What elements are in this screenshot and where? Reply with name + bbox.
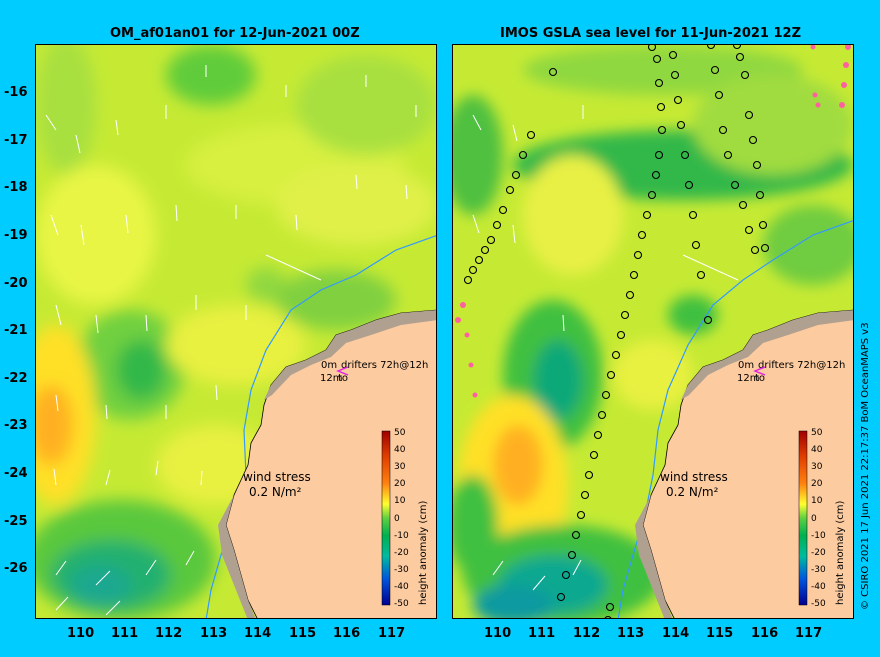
shark-bay-coast bbox=[218, 495, 256, 618]
lon-tick: 117 bbox=[795, 626, 823, 641]
wind-stress-scale: 0.2 N/m² bbox=[666, 485, 719, 499]
right-map-svg: 0m drifters 72h@12h 12m to wind stress 0… bbox=[453, 45, 853, 618]
wind-stress-vectors bbox=[45, 65, 417, 616]
cb-tick: -10 bbox=[811, 531, 826, 541]
lon-tick: 115 bbox=[706, 626, 734, 641]
coast-fringe bbox=[264, 310, 436, 400]
cb-tick: 50 bbox=[811, 428, 823, 438]
wind-stress-label: wind stress bbox=[243, 470, 311, 484]
copyright-credit: © CSIRO 2021 17 Jun 2021 22:17:37 BoM Oc… bbox=[860, 322, 871, 610]
left-map-panel[interactable]: 0m drifters 72h@12h 12m to wind stress 0… bbox=[35, 44, 437, 619]
colorbar-label: height anomaly (cm) bbox=[835, 500, 846, 605]
cb-tick: -20 bbox=[394, 548, 409, 558]
cb-tick: -40 bbox=[811, 582, 826, 592]
drifter-arrow bbox=[336, 366, 349, 376]
wind-stress-scale: 0.2 N/m² bbox=[249, 485, 302, 499]
lon-tick: 113 bbox=[200, 626, 228, 641]
cb-tick: 30 bbox=[811, 462, 823, 472]
cb-tick: 20 bbox=[394, 479, 406, 489]
lat-tick: -20 bbox=[4, 276, 28, 291]
lon-tick: 111 bbox=[528, 626, 556, 641]
cb-tick: -10 bbox=[394, 531, 409, 541]
lat-tick: -26 bbox=[4, 561, 28, 576]
wind-stress-vectors bbox=[472, 105, 739, 591]
lon-tick: 111 bbox=[111, 626, 139, 641]
cb-tick: 0 bbox=[811, 514, 817, 524]
cb-tick: -30 bbox=[811, 565, 826, 575]
cb-tick: -30 bbox=[394, 565, 409, 575]
lon-tick: 112 bbox=[155, 626, 183, 641]
lat-tick: -21 bbox=[4, 323, 28, 338]
right-map-title: IMOS GSLA sea level for 11-Jun-2021 12Z bbox=[500, 26, 801, 41]
drifter-label-12m: 12m bbox=[737, 373, 759, 384]
altimeter-tracks-colored bbox=[455, 45, 851, 398]
cb-tick: 20 bbox=[811, 479, 823, 489]
lat-tick: -22 bbox=[4, 371, 28, 386]
colorbar-label: height anomaly (cm) bbox=[418, 500, 429, 605]
cb-tick: 10 bbox=[394, 496, 406, 506]
cb-tick: -50 bbox=[394, 599, 409, 609]
left-map-svg: 0m drifters 72h@12h 12m to wind stress 0… bbox=[36, 45, 436, 618]
cb-tick: 40 bbox=[394, 445, 406, 455]
lat-tick: -17 bbox=[4, 133, 28, 148]
colorbar: 50 40 30 20 10 0 -10 -20 -30 -40 -50 hei… bbox=[798, 428, 846, 609]
cb-tick: -50 bbox=[811, 599, 826, 609]
drifter-label-0m: 0m bbox=[738, 360, 754, 371]
shark-bay-coast bbox=[635, 495, 673, 618]
lon-tick: 114 bbox=[244, 626, 272, 641]
cb-tick: -20 bbox=[811, 548, 826, 558]
cb-tick: 40 bbox=[811, 445, 823, 455]
wind-stress-label: wind stress bbox=[660, 470, 728, 484]
cb-tick: 0 bbox=[394, 514, 400, 524]
left-map-title: OM_af01an01 for 12-Jun-2021 00Z bbox=[110, 26, 360, 41]
cb-tick: 50 bbox=[394, 428, 406, 438]
lat-tick: -19 bbox=[4, 228, 28, 243]
altimeter-tracks bbox=[463, 45, 770, 618]
lon-tick: 115 bbox=[289, 626, 317, 641]
lon-tick: 117 bbox=[378, 626, 406, 641]
lat-tick: -25 bbox=[4, 514, 28, 529]
anomaly-contours bbox=[453, 45, 853, 618]
drifter-arrow bbox=[753, 366, 766, 376]
lon-tick: 110 bbox=[67, 626, 95, 641]
cb-tick: 30 bbox=[394, 462, 406, 472]
drifter-label-to: to bbox=[755, 373, 765, 384]
anomaly-contours bbox=[36, 45, 436, 618]
colorbar: 50 40 30 20 10 0 -10 -20 -30 -40 -50 hei… bbox=[381, 428, 429, 609]
lat-tick: -24 bbox=[4, 466, 28, 481]
drifter-label-0m: 0m bbox=[321, 360, 337, 371]
lon-tick: 113 bbox=[617, 626, 645, 641]
drifter-label: drifters 72h@12h bbox=[758, 360, 845, 371]
cb-tick: 10 bbox=[811, 496, 823, 506]
drifter-label: drifters 72h@12h bbox=[341, 360, 428, 371]
shelf-contour bbox=[205, 235, 436, 618]
coast-fringe bbox=[681, 310, 853, 400]
lon-tick: 114 bbox=[662, 626, 690, 641]
right-map-panel[interactable]: 0m drifters 72h@12h 12m to wind stress 0… bbox=[452, 44, 854, 619]
lat-tick: -23 bbox=[4, 418, 28, 433]
lat-tick: -16 bbox=[4, 85, 28, 100]
drifter-label-to: to bbox=[338, 373, 348, 384]
drifter-label-12m: 12m bbox=[320, 373, 342, 384]
lon-tick: 112 bbox=[573, 626, 601, 641]
lon-tick: 116 bbox=[751, 626, 779, 641]
cb-tick: -40 bbox=[394, 582, 409, 592]
lat-tick: -18 bbox=[4, 180, 28, 195]
lon-tick: 110 bbox=[484, 626, 512, 641]
lon-tick: 116 bbox=[333, 626, 361, 641]
shelf-contour bbox=[617, 220, 853, 618]
